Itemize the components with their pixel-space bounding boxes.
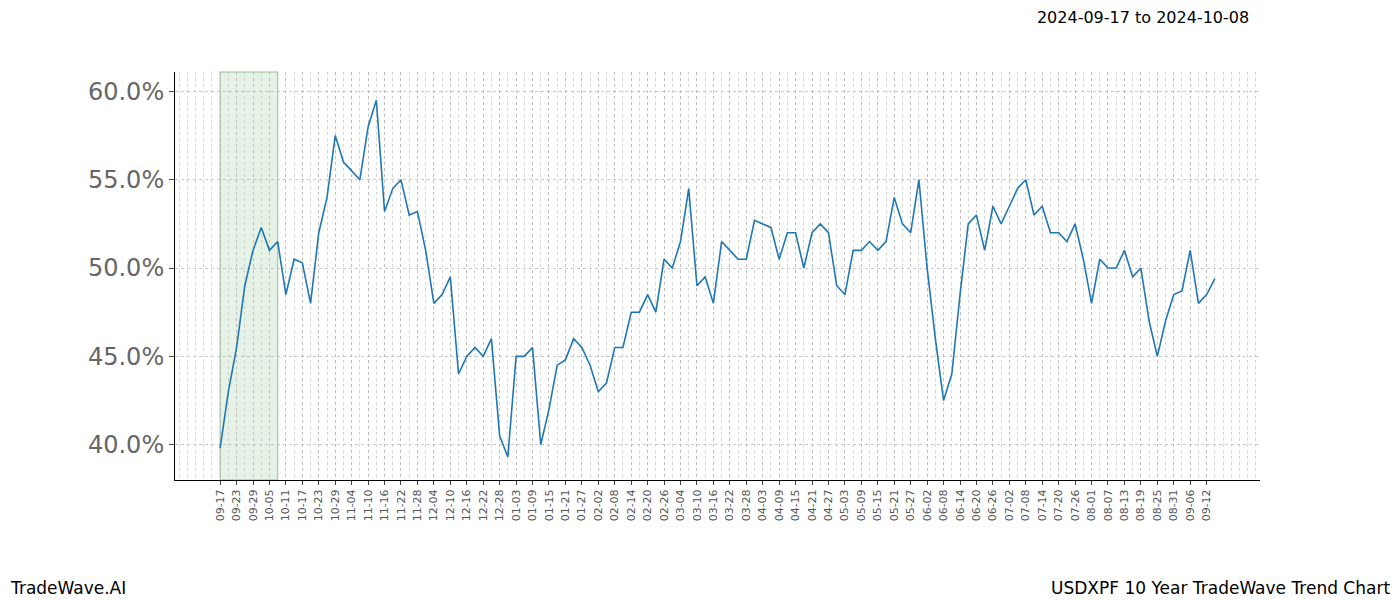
svg-text:02-14: 02-14 — [625, 489, 638, 521]
svg-text:TradeWave.AI: TradeWave.AI — [10, 578, 126, 598]
svg-text:06-26: 06-26 — [986, 489, 999, 521]
svg-text:10-11: 10-11 — [279, 489, 292, 521]
svg-text:09-23: 09-23 — [230, 489, 243, 521]
svg-text:11-16: 11-16 — [378, 489, 391, 521]
svg-text:09-29: 09-29 — [247, 489, 260, 521]
svg-text:03-22: 03-22 — [723, 489, 736, 521]
svg-text:01-27: 01-27 — [575, 489, 588, 521]
svg-text:04-27: 04-27 — [822, 489, 835, 521]
svg-text:60.0%: 60.0% — [88, 78, 164, 106]
svg-text:03-16: 03-16 — [707, 489, 720, 521]
svg-text:40.0%: 40.0% — [88, 431, 164, 459]
svg-text:07-14: 07-14 — [1036, 489, 1049, 521]
svg-text:07-26: 07-26 — [1069, 489, 1082, 521]
svg-text:12-04: 12-04 — [427, 489, 440, 521]
svg-text:07-08: 07-08 — [1019, 489, 1032, 521]
svg-text:07-20: 07-20 — [1052, 489, 1065, 521]
svg-text:07-02: 07-02 — [1003, 489, 1016, 521]
svg-text:04-03: 04-03 — [756, 489, 769, 521]
svg-text:09-17: 09-17 — [214, 489, 227, 521]
svg-text:12-28: 12-28 — [493, 489, 506, 521]
svg-text:05-03: 05-03 — [838, 489, 851, 521]
svg-text:10-05: 10-05 — [263, 489, 276, 521]
svg-text:01-15: 01-15 — [543, 489, 556, 521]
svg-text:08-07: 08-07 — [1102, 489, 1115, 521]
svg-text:06-02: 06-02 — [921, 489, 934, 521]
svg-text:08-13: 08-13 — [1118, 489, 1131, 521]
svg-text:11-10: 11-10 — [362, 489, 375, 521]
svg-text:12-22: 12-22 — [477, 489, 490, 521]
svg-text:01-03: 01-03 — [510, 489, 523, 521]
svg-text:02-02: 02-02 — [592, 489, 605, 521]
svg-text:12-16: 12-16 — [460, 489, 473, 521]
svg-text:04-15: 04-15 — [789, 489, 802, 521]
svg-text:10-17: 10-17 — [296, 489, 309, 521]
svg-text:05-21: 05-21 — [888, 489, 901, 521]
svg-text:02-08: 02-08 — [608, 489, 621, 521]
svg-text:11-04: 11-04 — [345, 489, 358, 521]
svg-text:03-04: 03-04 — [674, 489, 687, 521]
svg-text:10-29: 10-29 — [329, 489, 342, 521]
svg-text:03-28: 03-28 — [740, 489, 753, 521]
svg-text:08-19: 08-19 — [1134, 489, 1147, 521]
svg-text:10-23: 10-23 — [312, 489, 325, 521]
svg-text:11-22: 11-22 — [395, 489, 408, 521]
svg-text:11-28: 11-28 — [411, 489, 424, 521]
svg-text:08-31: 08-31 — [1167, 489, 1180, 521]
svg-text:55.0%: 55.0% — [88, 166, 164, 194]
svg-text:USDXPF 10 Year TradeWave Trend: USDXPF 10 Year TradeWave Trend Chart — [1051, 578, 1390, 598]
svg-text:06-20: 06-20 — [970, 489, 983, 521]
svg-text:50.0%: 50.0% — [88, 254, 164, 282]
svg-text:2024-09-17 to 2024-10-08: 2024-09-17 to 2024-10-08 — [1037, 8, 1249, 27]
svg-text:05-09: 05-09 — [855, 489, 868, 521]
svg-text:09-12: 09-12 — [1200, 489, 1213, 521]
svg-text:05-15: 05-15 — [871, 489, 884, 521]
svg-text:01-09: 01-09 — [526, 489, 539, 521]
svg-text:04-09: 04-09 — [773, 489, 786, 521]
svg-text:06-14: 06-14 — [954, 489, 967, 521]
svg-text:45.0%: 45.0% — [88, 343, 164, 371]
svg-text:03-10: 03-10 — [691, 489, 704, 521]
svg-text:08-25: 08-25 — [1151, 489, 1164, 521]
svg-text:02-26: 02-26 — [658, 489, 671, 521]
svg-text:01-21: 01-21 — [559, 489, 572, 521]
svg-text:09-06: 09-06 — [1184, 489, 1197, 521]
svg-text:12-10: 12-10 — [444, 489, 457, 521]
svg-text:05-27: 05-27 — [904, 489, 917, 521]
svg-text:08-01: 08-01 — [1085, 489, 1098, 521]
svg-text:04-21: 04-21 — [806, 489, 819, 521]
svg-text:06-08: 06-08 — [937, 489, 950, 521]
svg-text:02-20: 02-20 — [641, 489, 654, 521]
